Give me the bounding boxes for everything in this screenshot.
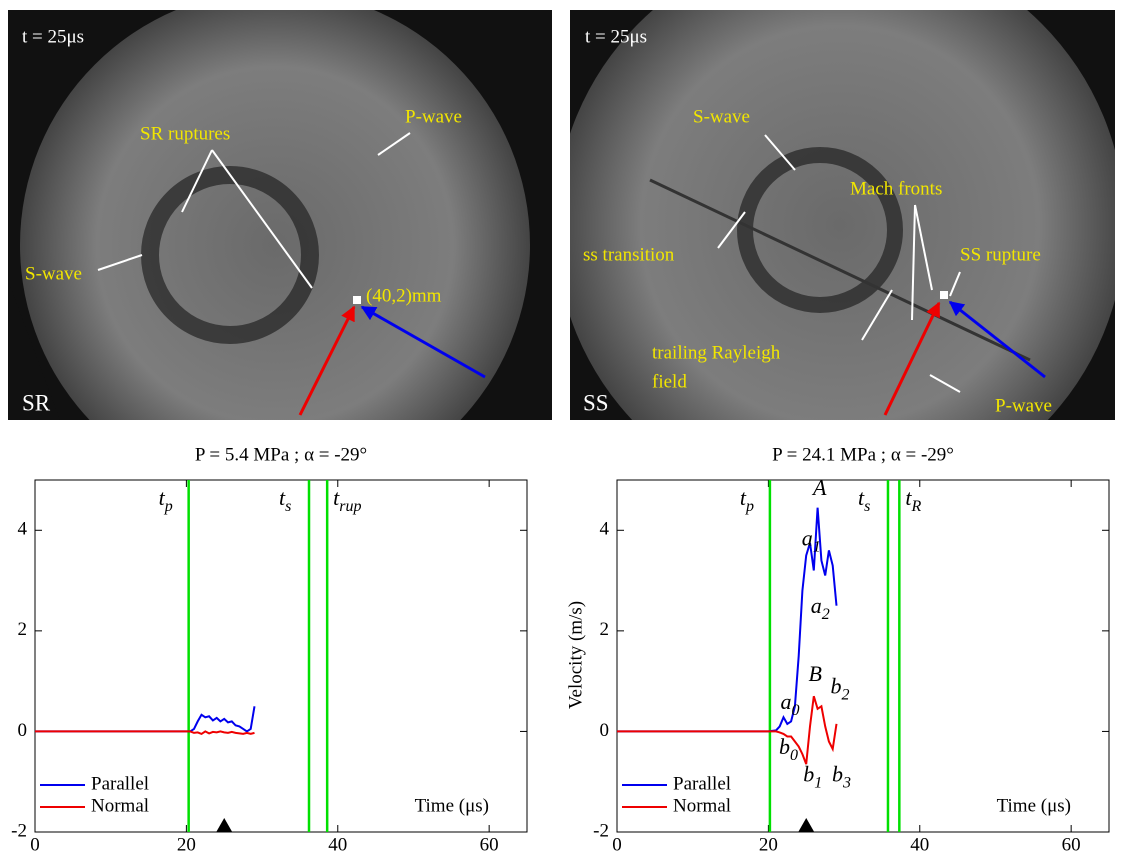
label-sub: 0 [791, 701, 799, 718]
plot-frame [34, 479, 528, 833]
x-tick-label: 40 [328, 834, 347, 855]
x-tick-label: 20 [759, 834, 778, 855]
event-label: tp [159, 485, 173, 515]
label-sub: 0 [790, 747, 798, 764]
label-main: b [832, 762, 843, 787]
label-sub: 2 [822, 606, 830, 623]
annotation: P-wave [995, 395, 1052, 416]
label-main: t [740, 485, 747, 510]
point-annotation: b0 [779, 734, 798, 764]
y-axis-label: Velocity (m/s) [565, 601, 586, 709]
event-label: trup [333, 485, 361, 515]
point-annotation: a1 [802, 525, 821, 555]
event-label: tR [905, 485, 921, 515]
label-main: B [809, 661, 822, 686]
annotation: SR ruptures [140, 123, 230, 144]
y-tick-label: -2 [593, 820, 609, 841]
plot-frame [616, 479, 1110, 833]
label-main: a [802, 525, 813, 550]
label-main: t [905, 485, 912, 510]
x-tick-label: 60 [480, 834, 499, 855]
y-tick-label: 2 [18, 619, 28, 640]
data-line [35, 706, 256, 733]
annotation: trailing Rayleigh [652, 342, 781, 363]
annotation: S-wave [693, 106, 750, 127]
annotation: P-wave [405, 106, 462, 127]
time-marker [216, 818, 233, 832]
point-annotation: a0 [780, 689, 799, 719]
x-axis-label: Time (μs) [997, 795, 1071, 816]
label-sub: 3 [842, 774, 851, 791]
label-sub: p [164, 498, 173, 515]
label-main: a [780, 689, 791, 714]
x-tick-label: 60 [1062, 834, 1081, 855]
x-axis-label: Time (μs) [415, 795, 489, 816]
data-line [35, 730, 255, 736]
time-label: t = 25μs [585, 26, 647, 47]
time-marker [798, 818, 815, 832]
y-tick-label: 4 [18, 519, 28, 540]
panel-label: SR [22, 390, 51, 415]
x-tick-label: 20 [177, 834, 196, 855]
y-tick-label: 0 [18, 720, 28, 741]
label-main: t [333, 485, 340, 510]
point-annotation: a2 [811, 593, 830, 623]
x-tick-label: 0 [30, 834, 40, 855]
label-sub: s [285, 498, 291, 515]
annotation: ss transition [583, 244, 675, 265]
label-main: t [279, 485, 286, 510]
event-label: tp [740, 485, 754, 515]
label-sub: p [745, 498, 754, 515]
label-sub: 2 [841, 686, 849, 703]
legend-label: Parallel [673, 773, 731, 794]
label-main: b [830, 674, 841, 699]
label-main: t [159, 485, 166, 510]
legend-label: Parallel [91, 773, 149, 794]
data-line [617, 695, 838, 765]
panel-label: SS [583, 390, 609, 415]
annotation: Mach fronts [850, 178, 942, 199]
chart-title: P = 24.1 MPa ; α = -29° [772, 444, 954, 465]
point-annotation: b1 [803, 762, 822, 792]
annotation: S-wave [25, 263, 82, 284]
point-annotation: B [809, 661, 822, 686]
photo-ss: t = 25μs SS S-wave Mach fronts ss transi… [570, 10, 1115, 420]
point-annotation: A [811, 475, 827, 500]
label-main: b [779, 734, 790, 759]
label-main: b [803, 762, 814, 787]
annotation: field [652, 371, 687, 392]
label-main: A [811, 475, 827, 500]
photo-sr: t = 25μs SR SR ruptures P-wave S-wave (4… [8, 10, 552, 420]
y-tick-label: -2 [11, 820, 27, 841]
chart-title: P = 5.4 MPa ; α = -29° [195, 444, 367, 465]
event-label: ts [858, 485, 870, 515]
y-tick-label: 0 [600, 720, 610, 741]
x-tick-label: 40 [910, 834, 929, 855]
label-sub: s [864, 498, 870, 515]
y-tick-label: 2 [600, 619, 610, 640]
time-label: t = 25μs [22, 26, 84, 47]
label-sub: rup [339, 498, 361, 515]
legend-label: Normal [91, 795, 149, 816]
x-tick-label: 0 [612, 834, 622, 855]
label-sub: R [910, 498, 921, 515]
annotation: SS rupture [960, 244, 1041, 265]
label-main: t [858, 485, 865, 510]
label-sub: 1 [813, 538, 821, 555]
annotation: (40,2)mm [366, 285, 442, 306]
point-annotation: b2 [830, 674, 849, 704]
event-label: ts [279, 485, 291, 515]
label-sub: 1 [814, 774, 822, 791]
y-tick-label: 4 [600, 519, 610, 540]
point-annotation: b3 [832, 762, 851, 792]
legend-label: Normal [673, 795, 731, 816]
label-main: a [811, 593, 822, 618]
